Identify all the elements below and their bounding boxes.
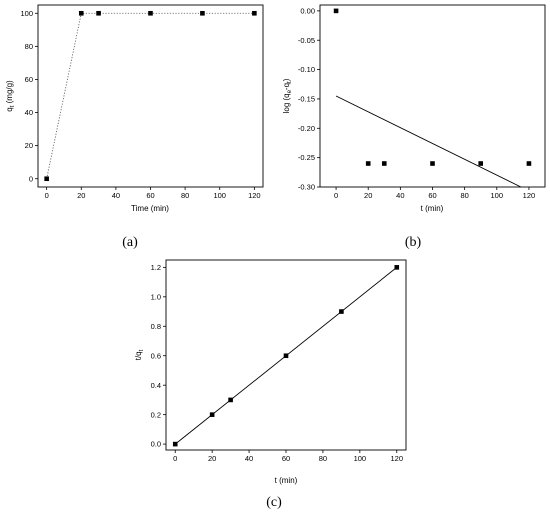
panel-a-xtick-label: 40 bbox=[112, 191, 120, 200]
panel-a-data-point bbox=[96, 10, 101, 16]
panel-c-ytick-label: 0.4 bbox=[151, 381, 161, 390]
panel-a-xtick-label: 0 bbox=[45, 191, 49, 200]
panel-c-ytick-label: 0.0 bbox=[151, 440, 161, 449]
panel-c-ytick-label: 1.0 bbox=[151, 292, 161, 301]
panel-a-ytick-label: 60 bbox=[25, 75, 33, 84]
panel-b-ytick-label: -0.25 bbox=[298, 153, 315, 162]
panel-c-caption: (c) bbox=[266, 495, 282, 510]
panel-a-ytick-label: 40 bbox=[25, 108, 33, 117]
panel-a-xtick-label: 80 bbox=[181, 191, 189, 200]
panel-c-ytick-label: 0.2 bbox=[151, 410, 161, 419]
panel-b-data-point bbox=[333, 8, 339, 14]
panel-c-xtick-label: 40 bbox=[245, 454, 253, 463]
panel-c-data-point bbox=[339, 309, 344, 314]
panel-b-data-point bbox=[430, 161, 435, 166]
panel-a-xtick-label: 100 bbox=[213, 191, 226, 200]
panel-b-data-point bbox=[478, 161, 484, 166]
panel-b-xtick-label: 60 bbox=[428, 191, 436, 200]
panel-a-frame bbox=[37, 4, 264, 188]
panel-a-data-point bbox=[78, 10, 84, 16]
panel-b-xtick-label: 100 bbox=[491, 191, 504, 200]
panel-b-ytick-label: -0.05 bbox=[298, 36, 315, 45]
panel-c-ytick-label: 0.6 bbox=[151, 351, 161, 360]
panel-a-xtick-label: 60 bbox=[146, 191, 154, 200]
panel-b-data-point bbox=[526, 161, 532, 166]
panel-c-ytick-label: 0.8 bbox=[151, 322, 161, 331]
panel-a-xtick-label: 20 bbox=[77, 191, 85, 200]
panel-b-ytick-label: -0.20 bbox=[298, 124, 315, 133]
panel-a-data-point bbox=[200, 10, 205, 16]
panel-c-xlabel: t (min) bbox=[275, 476, 298, 485]
panel-c-xtick-label: 20 bbox=[208, 454, 216, 463]
panel-b-ylabel: log (qe-qt) bbox=[282, 78, 293, 113]
panel-c-data-point bbox=[172, 441, 178, 447]
panel-b-ytick-label: 0.00 bbox=[300, 6, 315, 15]
panel-b-xtick-label: 80 bbox=[460, 191, 468, 200]
panel-c-data-point bbox=[228, 397, 233, 403]
panel-c-xtick-label: 120 bbox=[391, 454, 404, 463]
panel-c-data-point bbox=[394, 265, 400, 270]
panel-c-ylabel: t/qt bbox=[134, 349, 145, 360]
panel-b-data-point bbox=[381, 161, 387, 166]
panel-c-xtick-label: 0 bbox=[173, 454, 177, 463]
panel-a-ytick-label: 20 bbox=[25, 141, 33, 150]
panel-b-xtick-label: 40 bbox=[396, 191, 404, 200]
panel-a-xlabel: Time (min) bbox=[131, 204, 169, 213]
panel-a-ytick-label: 0 bbox=[29, 174, 33, 183]
panel-b-frame bbox=[319, 4, 546, 188]
panel-c-ytick-label: 1.2 bbox=[151, 263, 161, 272]
panel-a-data-point bbox=[148, 10, 153, 16]
panel-c-data-point bbox=[209, 412, 215, 417]
panel-b-ytick-label: -0.30 bbox=[298, 183, 315, 192]
panel-a-series-line bbox=[46, 12, 255, 179]
panel-a-data-point bbox=[44, 176, 49, 182]
panel-c-data-point bbox=[283, 353, 289, 359]
panel-a-ylabel: qt (mg/g) bbox=[5, 80, 16, 112]
panel-b-fit-line bbox=[335, 95, 522, 188]
panel-a-xtick-label: 120 bbox=[248, 191, 261, 200]
panel-a-ytick-label: 80 bbox=[25, 42, 33, 51]
panel-a-caption: (a) bbox=[122, 235, 138, 250]
panel-c-xtick-label: 100 bbox=[354, 454, 367, 463]
panel-b-xlabel: t (min) bbox=[421, 204, 444, 213]
panel-b-caption: (b) bbox=[405, 235, 422, 250]
panel-c-xtick-label: 80 bbox=[319, 454, 327, 463]
panel-b-data-point bbox=[365, 161, 371, 166]
panel-b-xtick-label: 20 bbox=[364, 191, 372, 200]
panel-a-ytick-label: 100 bbox=[20, 9, 33, 18]
panel-b-xtick-label: 120 bbox=[523, 191, 536, 200]
panel-b-xtick-label: 0 bbox=[334, 191, 338, 200]
panel-b-ytick-label: -0.10 bbox=[298, 65, 315, 74]
panel-c-xtick-label: 60 bbox=[282, 454, 290, 463]
panel-a-data-point bbox=[252, 10, 257, 16]
panel-b-ytick-label: -0.15 bbox=[298, 95, 315, 104]
